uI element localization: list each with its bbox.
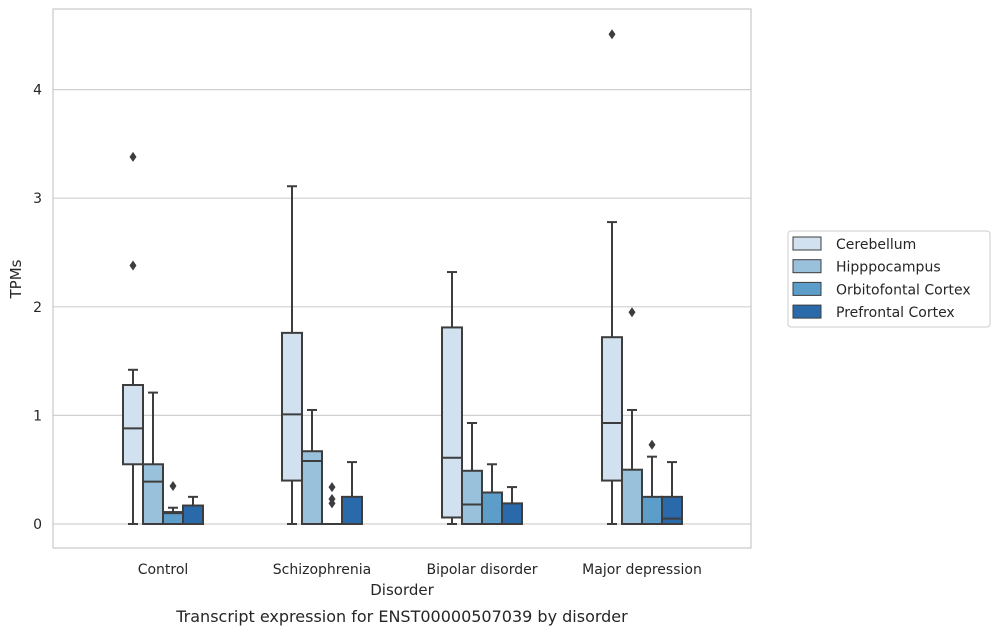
box-iqr [441, 326, 463, 519]
box-0-1 [281, 185, 303, 525]
box-iqr [661, 495, 683, 526]
legend-label: Hipppocampus [836, 260, 941, 276]
box-2-0 [162, 480, 184, 526]
box-iqr [601, 336, 623, 482]
x-tick-label: Control [138, 562, 189, 578]
box-0-3 [601, 29, 623, 525]
box-iqr [281, 331, 303, 482]
box-3-2 [501, 486, 523, 525]
box-3-0 [182, 495, 204, 525]
box-2-2 [481, 463, 503, 526]
box-marks [122, 29, 683, 526]
outlier-point [129, 151, 137, 162]
plot-area-frame [52, 8, 752, 549]
legend-label: Prefrontal Cortex [836, 305, 955, 321]
legend-swatch [792, 281, 822, 296]
box-1-2 [461, 422, 483, 526]
box-iqr [641, 495, 663, 526]
legend-swatch [792, 304, 822, 319]
y-tick-label: 0 [33, 517, 42, 533]
y-tick-label: 2 [33, 300, 42, 316]
outlier-point [608, 29, 616, 40]
x-tick-label: Schizophrenia [273, 562, 371, 578]
y-tick-label: 3 [33, 191, 42, 207]
legend-label: Cerebellum [836, 237, 916, 253]
legend-swatch [792, 259, 822, 274]
chart-caption: Transcript expression for ENST0000050703… [175, 607, 628, 626]
box-0-2 [441, 271, 463, 525]
x-tick-label: Bipolar disorder [426, 562, 537, 578]
y-tick-label: 1 [33, 408, 42, 424]
box-1-1 [301, 408, 323, 526]
box-iqr [461, 469, 483, 526]
outlier-point [328, 482, 336, 493]
legend-swatch [792, 236, 822, 251]
y-axis-label: TPMs [7, 259, 25, 299]
box-2-1 [322, 482, 342, 525]
y-tick-label: 4 [33, 83, 42, 99]
box-iqr [481, 491, 503, 526]
box-1-3 [621, 307, 643, 526]
box-0-0 [122, 151, 144, 525]
box-3-1 [341, 461, 363, 526]
x-tick-labels: Control Schizophrenia Bipolar disorder Majo… [138, 562, 702, 578]
outlier-point [169, 480, 177, 491]
outlier-point [628, 307, 636, 318]
x-axis-label: Disorder [370, 581, 434, 599]
x-tick-label: Major depression [582, 562, 702, 578]
box-iqr [501, 502, 523, 525]
box-3-3 [661, 461, 683, 526]
box-1-0 [142, 391, 164, 525]
box-2-3 [641, 439, 663, 526]
box-iqr [122, 383, 144, 466]
box-iqr [301, 450, 323, 526]
legend: Cerebellum Hipppocampus Orbitofontal Corte… [787, 230, 991, 328]
box-iqr [142, 463, 164, 525]
box-iqr [182, 504, 204, 525]
box-iqr [621, 468, 643, 526]
outlier-point [129, 260, 137, 271]
box-iqr [341, 495, 363, 526]
outlier-point [648, 439, 656, 450]
y-tick-labels: 0 1 2 3 4 [33, 83, 42, 533]
outlier-point [328, 494, 336, 505]
legend-label: Orbitofontal Cortex [836, 282, 971, 298]
legend-frame [787, 230, 991, 328]
gridlines [53, 88, 751, 525]
